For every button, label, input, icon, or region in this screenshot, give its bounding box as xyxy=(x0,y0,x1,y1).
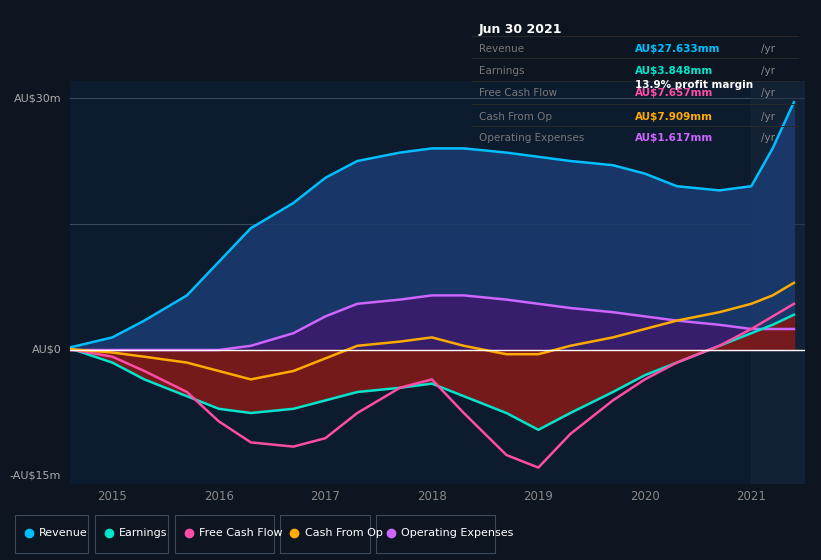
Text: -AU$15m: -AU$15m xyxy=(10,471,62,481)
Text: /yr: /yr xyxy=(760,112,774,122)
Text: /yr: /yr xyxy=(760,66,774,76)
Text: Revenue: Revenue xyxy=(479,44,524,54)
Text: Operating Expenses: Operating Expenses xyxy=(401,529,513,538)
Text: AU$27.633mm: AU$27.633mm xyxy=(635,44,721,54)
Bar xyxy=(15,515,89,553)
Text: AU$7.657mm: AU$7.657mm xyxy=(635,88,713,98)
Text: Earnings: Earnings xyxy=(119,529,167,538)
Bar xyxy=(751,81,805,484)
Bar xyxy=(376,515,495,553)
Bar xyxy=(281,515,370,553)
Bar xyxy=(175,515,274,553)
Text: Cash From Op: Cash From Op xyxy=(305,529,383,538)
Text: Earnings: Earnings xyxy=(479,66,525,76)
Text: AU$7.909mm: AU$7.909mm xyxy=(635,112,713,122)
Text: Revenue: Revenue xyxy=(39,529,88,538)
Text: Operating Expenses: Operating Expenses xyxy=(479,133,585,143)
Text: /yr: /yr xyxy=(760,44,774,54)
Text: AU$30m: AU$30m xyxy=(14,93,62,103)
Text: /yr: /yr xyxy=(760,88,774,98)
Text: AU$3.848mm: AU$3.848mm xyxy=(635,66,713,76)
Text: Cash From Op: Cash From Op xyxy=(479,112,552,122)
Text: Jun 30 2021: Jun 30 2021 xyxy=(479,23,562,36)
Text: Free Cash Flow: Free Cash Flow xyxy=(199,529,282,538)
Text: Free Cash Flow: Free Cash Flow xyxy=(479,88,557,98)
Text: AU$0: AU$0 xyxy=(31,345,62,355)
Bar xyxy=(94,515,168,553)
Text: 13.9% profit margin: 13.9% profit margin xyxy=(635,80,753,90)
Text: /yr: /yr xyxy=(760,133,774,143)
Text: AU$1.617mm: AU$1.617mm xyxy=(635,133,713,143)
